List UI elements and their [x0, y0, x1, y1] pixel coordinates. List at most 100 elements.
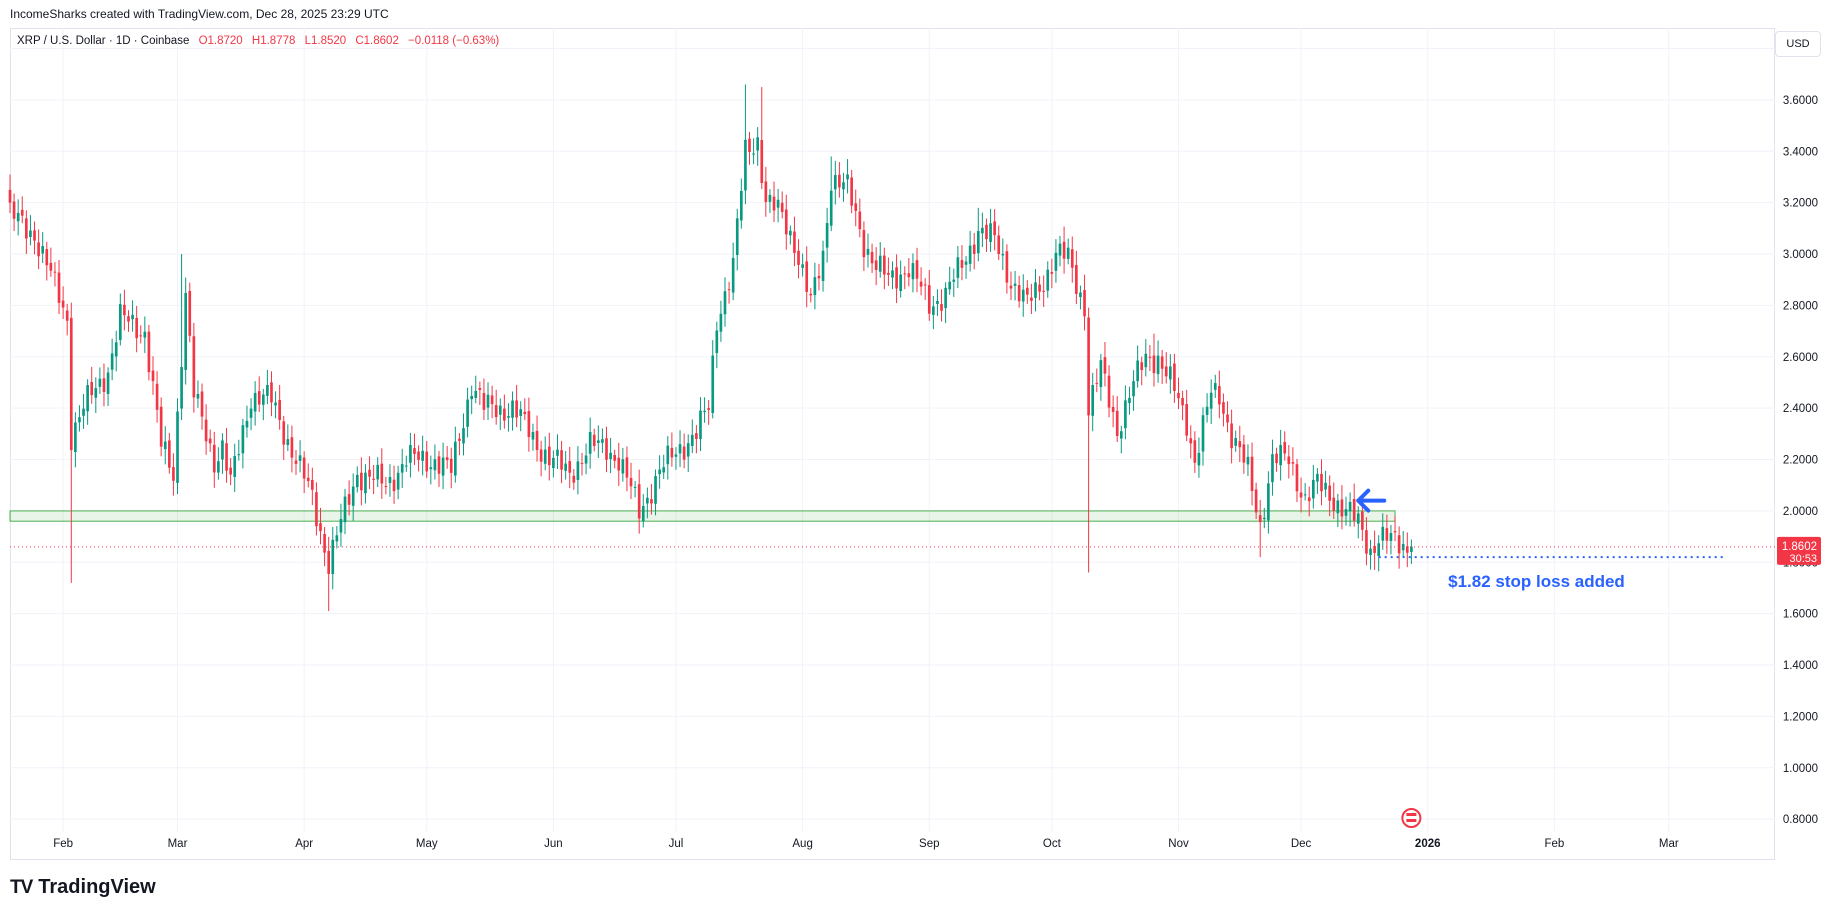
candle-body [1042, 290, 1045, 292]
candle-body [168, 440, 171, 468]
candle-body [621, 459, 625, 474]
candle-body [490, 395, 494, 405]
price-tick-label: 2.8000 [1783, 300, 1818, 312]
candle-body [1262, 517, 1266, 520]
candle-body [535, 430, 539, 451]
candle-body [760, 140, 764, 183]
candle-body [1075, 264, 1078, 294]
candle-body [944, 287, 947, 309]
candle-body [237, 454, 241, 456]
overlay-layer: $1.82 stop loss added [10, 488, 1775, 828]
candle-body [261, 394, 265, 405]
candle-body [388, 476, 392, 484]
candle-body [172, 467, 175, 481]
candle-body [482, 392, 486, 410]
time-tick-label: Nov [1168, 838, 1189, 850]
candle-body [294, 460, 298, 464]
candle-body [940, 304, 943, 311]
candle-body [106, 372, 110, 394]
candle-body [723, 291, 727, 315]
candle-body [1201, 415, 1205, 452]
candle-body [690, 434, 694, 446]
candle-body [654, 476, 657, 504]
ohlc-change: −0.0118 (−0.63%) [408, 35, 500, 47]
chart-pane[interactable] [10, 28, 1775, 860]
tradingview-logo[interactable]: TV TradingView [10, 876, 156, 899]
candle-body [335, 535, 339, 542]
candle-body [854, 203, 858, 211]
us-flag-stripe [1406, 813, 1417, 816]
candle-body [993, 221, 996, 236]
candle-body [1246, 456, 1250, 465]
candle-body [1025, 287, 1029, 295]
candle-body [1234, 438, 1238, 446]
candle-body [833, 175, 837, 190]
currency-button[interactable]: USD [1775, 31, 1821, 57]
candle-body [1046, 269, 1050, 291]
candle-body [715, 330, 719, 354]
candle-body [1152, 355, 1156, 374]
candle-body [1356, 513, 1360, 524]
ohlc-high: H1.8778 [251, 35, 296, 47]
candle-body [494, 405, 498, 418]
candle-body [339, 519, 343, 533]
candle-body [686, 443, 690, 457]
candle-body [270, 382, 273, 403]
candle-body [515, 400, 518, 418]
candle-body [1279, 444, 1282, 466]
candle-body [311, 479, 314, 490]
candle-body [425, 451, 429, 472]
candle-body [12, 201, 16, 219]
us-flag-stripe [1406, 819, 1417, 822]
candle-body [253, 392, 257, 412]
candle-body [1001, 253, 1005, 256]
time-tick-label: Oct [1043, 838, 1062, 850]
candle-body [507, 416, 510, 418]
last-price-label: 1.8602 [1782, 541, 1817, 553]
candle-body [838, 174, 841, 188]
candle-body [617, 457, 621, 471]
candle-body [1005, 251, 1009, 283]
candle-body [1405, 546, 1409, 553]
candle-body [850, 177, 853, 206]
candle-body [891, 270, 894, 278]
candle-body [1340, 499, 1344, 517]
candle-body [829, 190, 833, 226]
candle-body [355, 474, 359, 488]
price-tick-label: 3.0000 [1783, 249, 1818, 261]
candle-body [543, 449, 547, 464]
candle-body [1389, 532, 1393, 541]
candle-body [768, 194, 772, 202]
candle-body [147, 331, 151, 373]
candle-body [1164, 366, 1168, 377]
candle-body [601, 439, 604, 443]
candle-body [409, 445, 412, 463]
candle-body [1144, 353, 1148, 368]
candle-body [1250, 456, 1254, 491]
candle-body [78, 417, 81, 423]
candle-body [466, 399, 469, 427]
grid-layer [10, 28, 1775, 832]
candle-body [842, 182, 845, 190]
candle-body [82, 408, 85, 416]
candle-body [658, 469, 661, 475]
candle-body [131, 314, 134, 320]
candle-body [903, 273, 907, 275]
candle-body [735, 218, 739, 256]
candle-body [1369, 548, 1372, 555]
candle-body [878, 255, 882, 272]
candle-body [1397, 535, 1401, 554]
candle-body [1197, 452, 1201, 466]
time-tick-label: Feb [1544, 838, 1564, 850]
candle-body [400, 464, 404, 473]
candle-body [1156, 355, 1160, 375]
candle-body [343, 496, 347, 523]
candle-body [744, 139, 747, 191]
candle-body [429, 467, 433, 470]
candle-body [641, 506, 645, 522]
candle-body [1038, 284, 1041, 292]
candle-body [1066, 247, 1070, 259]
candle-body [180, 366, 183, 409]
candle-body [552, 457, 555, 469]
